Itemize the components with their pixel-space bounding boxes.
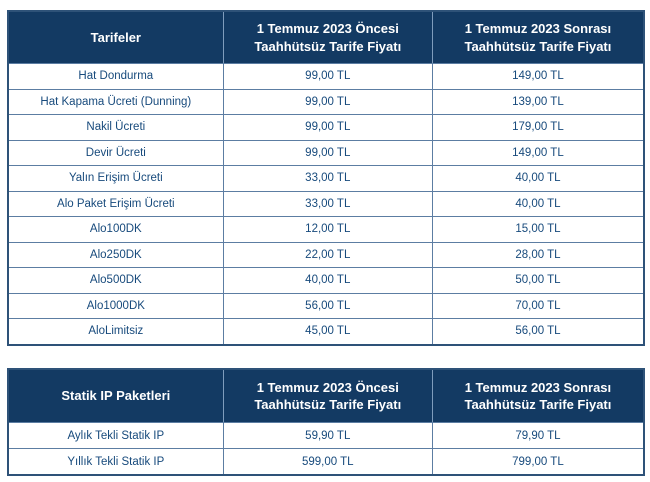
price-before-cell: 99,00 TL [222, 89, 432, 114]
header-label-line1: 1 Temmuz 2023 Öncesi [256, 21, 399, 37]
price-before-cell: 12,00 TL [222, 217, 432, 242]
header-label-line2: Taahhütsüz Tarife Fiyatı [464, 38, 612, 54]
table-row: Alo1000DK 56,00 TL 70,00 TL [9, 292, 643, 318]
header-label: Statik IP Paketleri [61, 388, 171, 404]
tariff-name-cell: Alo Paket Erişim Ücreti [57, 197, 175, 210]
table-row: Hat Kapama Ücreti (Dunning) 99,00 TL 139… [9, 88, 643, 114]
tariff-name-cell: Alo500DK [89, 274, 142, 287]
table-row: Alo500DK 40,00 TL 50,00 TL [9, 267, 643, 293]
table-row: Yıllık Tekli Statik IP 599,00 TL 799,00 … [9, 448, 643, 474]
tariff-name-cell: AloLimitsiz [88, 325, 144, 338]
price-after-cell: 40,00 TL [431, 191, 643, 216]
table-row: Aylık Tekli Statik IP 59,90 TL 79,90 TL [9, 422, 643, 448]
price-after-cell: 799,00 TL [431, 449, 643, 474]
table-row: Alo250DK 22,00 TL 28,00 TL [9, 241, 643, 267]
price-after-cell: 28,00 TL [431, 242, 643, 267]
price-after-cell: 40,00 TL [431, 166, 643, 191]
price-before-cell: 45,00 TL [222, 319, 432, 344]
header-label: Tarifeler [90, 29, 141, 45]
header-label-line1: 1 Temmuz 2023 Sonrası [464, 21, 612, 37]
tariff-name-cell: Alo1000DK [86, 299, 145, 312]
header-cell-after-july: 1 Temmuz 2023 Sonrası Taahhütsüz Tarife … [431, 370, 643, 422]
table-header-row: Tarifeler 1 Temmuz 2023 Öncesi Taahhütsü… [9, 12, 643, 63]
price-before-cell: 59,90 TL [222, 423, 432, 448]
pricing-table-tarifeler: Tarifeler 1 Temmuz 2023 Öncesi Taahhütsü… [7, 10, 645, 346]
price-after-cell: 50,00 TL [431, 268, 643, 293]
header-label-line1: 1 Temmuz 2023 Öncesi [256, 379, 399, 395]
price-after-cell: 149,00 TL [431, 64, 643, 89]
header-label-line1: 1 Temmuz 2023 Sonrası [464, 379, 612, 395]
price-before-cell: 22,00 TL [222, 242, 432, 267]
header-label-line2: Taahhütsüz Tarife Fiyatı [464, 397, 612, 412]
header-cell-after-july: 1 Temmuz 2023 Sonrası Taahhütsüz Tarife … [431, 12, 643, 63]
price-before-cell: 99,00 TL [222, 140, 432, 165]
table-row: Yalın Erişim Ücreti 33,00 TL 40,00 TL [9, 165, 643, 191]
table-row: Alo100DK 12,00 TL 15,00 TL [9, 216, 643, 242]
price-before-cell: 40,00 TL [222, 268, 432, 293]
package-name-cell: Yıllık Tekli Statik IP [67, 455, 165, 468]
pricing-table-statik-ip: Statik IP Paketleri 1 Temmuz 2023 Öncesi… [7, 368, 645, 476]
price-after-cell: 79,90 TL [431, 423, 643, 448]
price-after-cell: 139,00 TL [431, 89, 643, 114]
tariff-name-cell: Yalın Erişim Ücreti [68, 172, 163, 185]
table-header-row: Statik IP Paketleri 1 Temmuz 2023 Öncesi… [9, 370, 643, 422]
price-before-cell: 33,00 TL [222, 166, 432, 191]
price-after-cell: 70,00 TL [431, 293, 643, 318]
price-before-cell: 99,00 TL [222, 64, 432, 89]
header-cell-before-july: 1 Temmuz 2023 Öncesi Taahhütsüz Tarife F… [222, 12, 432, 63]
price-before-cell: 99,00 TL [222, 115, 432, 140]
tariff-name-cell: Hat Kapama Ücreti (Dunning) [40, 95, 192, 108]
header-cell-tarifeler: Tarifeler [9, 12, 223, 63]
table-row: AloLimitsiz 45,00 TL 56,00 TL [9, 318, 643, 344]
price-after-cell: 15,00 TL [431, 217, 643, 242]
price-before-cell: 33,00 TL [222, 191, 432, 216]
table-row: Alo Paket Erişim Ücreti 33,00 TL 40,00 T… [9, 190, 643, 216]
price-before-cell: 599,00 TL [222, 449, 432, 474]
table-row: Devir Ücreti 99,00 TL 149,00 TL [9, 139, 643, 165]
tariff-name-cell: Nakil Ücreti [86, 121, 146, 134]
header-label-line2: Taahhütsüz Tarife Fiyatı [254, 397, 402, 412]
tariff-name-cell: Hat Dondurma [78, 70, 154, 83]
table-row: Hat Dondurma 99,00 TL 149,00 TL [9, 63, 643, 89]
tariff-name-cell: Alo250DK [89, 248, 142, 261]
price-after-cell: 179,00 TL [431, 115, 643, 140]
table-row: Nakil Ücreti 99,00 TL 179,00 TL [9, 114, 643, 140]
tariff-name-cell: Alo100DK [89, 223, 142, 236]
package-name-cell: Aylık Tekli Statik IP [67, 429, 165, 442]
header-cell-before-july: 1 Temmuz 2023 Öncesi Taahhütsüz Tarife F… [222, 370, 432, 422]
header-label-line2: Taahhütsüz Tarife Fiyatı [254, 38, 402, 54]
price-after-cell: 56,00 TL [431, 319, 643, 344]
price-before-cell: 56,00 TL [222, 293, 432, 318]
tariff-name-cell: Devir Ücreti [85, 146, 146, 159]
header-cell-statik-ip: Statik IP Paketleri [9, 370, 223, 422]
price-after-cell: 149,00 TL [431, 140, 643, 165]
